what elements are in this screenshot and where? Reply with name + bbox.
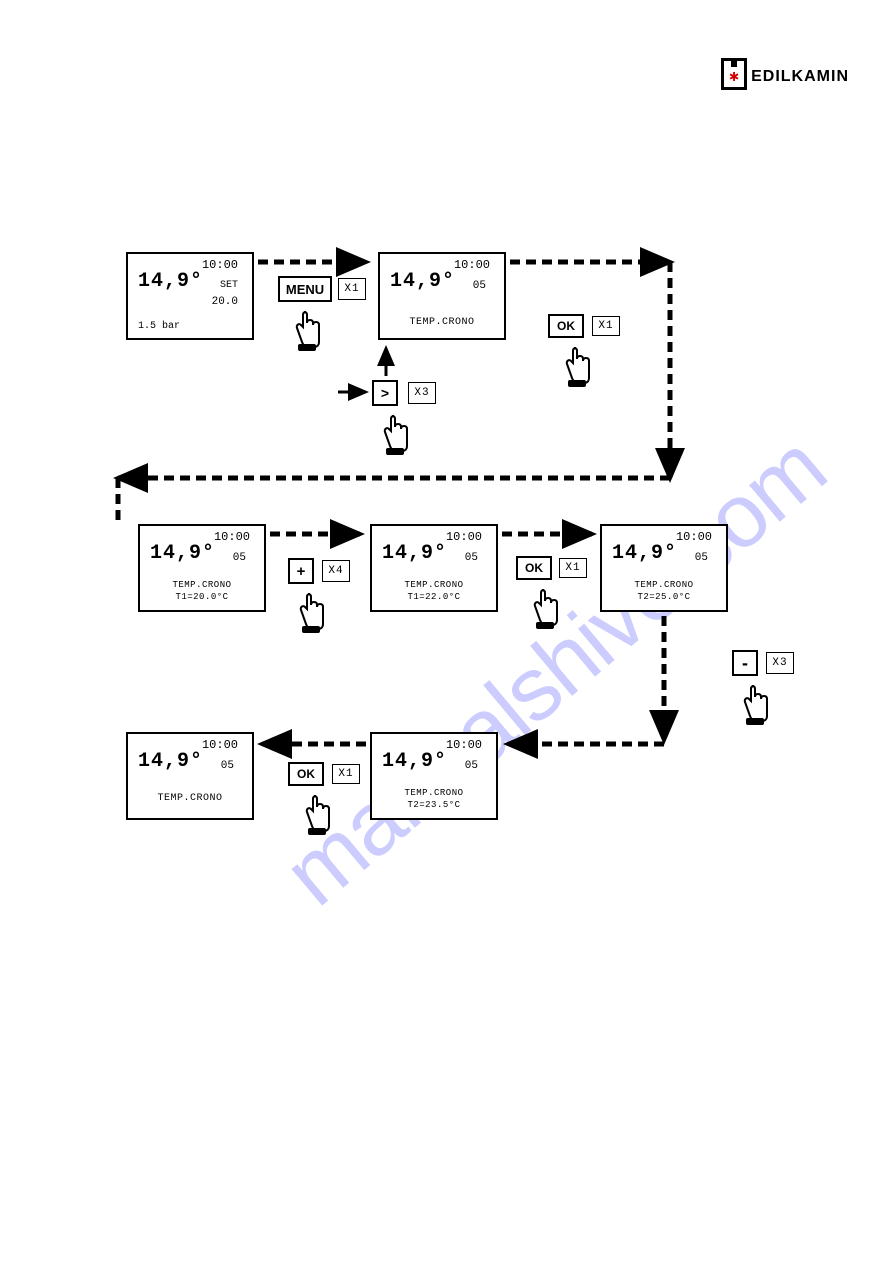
ok-button-2-label: OK xyxy=(525,561,543,575)
ok2-count-label: X1 xyxy=(565,562,580,574)
set-value: 20.0 xyxy=(212,296,238,308)
clock: 10:00 xyxy=(446,738,482,752)
plus-count: X4 xyxy=(322,560,350,582)
screen-label: TEMP.CRONO xyxy=(372,580,496,590)
brand-logo: ✱ EDILKAMIN xyxy=(721,64,849,90)
menu-count-label: X1 xyxy=(344,283,359,295)
menu-button-label: MENU xyxy=(286,282,324,297)
mode: 05 xyxy=(473,280,486,292)
next-count: X3 xyxy=(408,382,436,404)
mode: 05 xyxy=(695,552,708,564)
hand-icon xyxy=(288,310,324,352)
screen-detail: T1=20.0°C xyxy=(140,592,264,602)
minus-count: X3 xyxy=(766,652,794,674)
hand-icon xyxy=(292,592,328,634)
hand-icon xyxy=(526,588,562,630)
clock: 10:00 xyxy=(214,530,250,544)
mode: 05 xyxy=(233,552,246,564)
ok-button-3-label: OK xyxy=(297,767,315,781)
mode: 05 xyxy=(465,760,478,772)
screen-detail: T2=25.0°C xyxy=(602,592,726,602)
screen-label: TEMP.CRONO xyxy=(380,317,504,328)
clock: 10:00 xyxy=(202,738,238,752)
screen-label: TEMP.CRONO xyxy=(602,580,726,590)
brand-text: EDILKAMIN xyxy=(751,68,849,86)
hand-icon xyxy=(736,684,772,726)
ok1-count-label: X1 xyxy=(598,320,613,332)
brand-mark: ✱ xyxy=(721,64,747,90)
ok2-count: X1 xyxy=(559,558,587,578)
plus-button-label: + xyxy=(297,563,306,580)
mode: 05 xyxy=(465,552,478,564)
screen-label: TEMP.CRONO xyxy=(372,788,496,798)
hand-icon xyxy=(558,346,594,388)
hand-icon xyxy=(376,414,412,456)
screen-label: TEMP.CRONO xyxy=(140,580,264,590)
watermark: manualshive.com xyxy=(265,417,845,927)
plus-count-label: X4 xyxy=(328,565,343,577)
menu-count: X1 xyxy=(338,278,366,300)
next-button[interactable]: > xyxy=(372,380,398,406)
menu-button[interactable]: MENU xyxy=(278,276,332,302)
clock: 10:00 xyxy=(676,530,712,544)
screen-detail: T2=23.5°C xyxy=(372,800,496,810)
screen-temp-crono: 10:00 14,9° 05 TEMP.CRONO xyxy=(378,252,506,340)
ok-button-3[interactable]: OK xyxy=(288,762,324,786)
clock: 10:00 xyxy=(202,258,238,272)
screen-final: 10:00 14,9° 05 TEMP.CRONO xyxy=(126,732,254,820)
next-button-label: > xyxy=(381,385,389,401)
minus-count-label: X3 xyxy=(772,657,787,669)
clock: 10:00 xyxy=(454,258,490,272)
set-label: SET xyxy=(220,280,238,291)
screen-t2-25: 10:00 14,9° 05 TEMP.CRONO T2=25.0°C xyxy=(600,524,728,612)
pressure: 1.5 bar xyxy=(138,321,180,332)
screen-t1-20: 10:00 14,9° 05 TEMP.CRONO T1=20.0°C xyxy=(138,524,266,612)
mode: 05 xyxy=(221,760,234,772)
ok-button-2[interactable]: OK xyxy=(516,556,552,580)
screen-label: TEMP.CRONO xyxy=(128,793,252,804)
screen-initial: 10:00 14,9° SET 20.0 1.5 bar xyxy=(126,252,254,340)
clock: 10:00 xyxy=(446,530,482,544)
screen-detail: T1=22.0°C xyxy=(372,592,496,602)
minus-button-label: - xyxy=(742,653,748,674)
flow-arrows xyxy=(0,0,893,1263)
screen-t2-23: 10:00 14,9° 05 TEMP.CRONO T2=23.5°C xyxy=(370,732,498,820)
minus-button[interactable]: - xyxy=(732,650,758,676)
screen-t1-22: 10:00 14,9° 05 TEMP.CRONO T1=22.0°C xyxy=(370,524,498,612)
plus-button[interactable]: + xyxy=(288,558,314,584)
ok3-count: X1 xyxy=(332,764,360,784)
hand-icon xyxy=(298,794,334,836)
ok-button-1-label: OK xyxy=(557,319,575,333)
ok-button-1[interactable]: OK xyxy=(548,314,584,338)
ok1-count: X1 xyxy=(592,316,620,336)
ok3-count-label: X1 xyxy=(338,768,353,780)
next-count-label: X3 xyxy=(414,387,429,399)
